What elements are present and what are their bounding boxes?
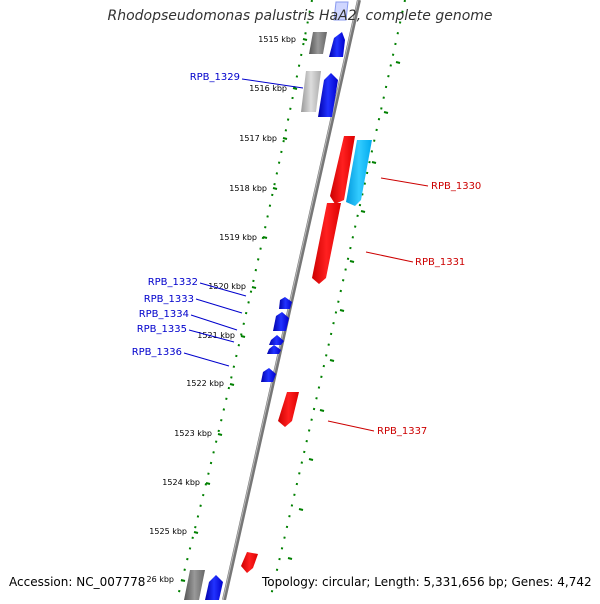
connector-rpb-1335 [188,329,235,343]
right-ring-ticks [287,61,401,560]
genome-backbone-highlight [222,0,359,601]
right-ruler-ring [269,0,406,601]
tick-label: 1520 kbp [208,282,246,291]
tick-label: 1525 kbp [149,527,187,536]
gene-blue-1515[interactable] [329,32,345,57]
gene-rpb-1329-gray[interactable] [301,71,321,112]
tick-label: 1521 kbp [197,331,235,340]
gene-labels: RPB_1329 RPB_1330 RPB_1331 RPB_1332 RPB_… [132,72,482,437]
genome-backbone [222,0,361,601]
gene-label-rpb-1330[interactable]: RPB_1330 [431,181,481,192]
connector-rpb-1337 [327,420,375,432]
gene-rpb-1330-red[interactable] [330,136,355,204]
tick-label: 1526 kbp [136,575,174,584]
gene-label-rpb-1336[interactable]: RPB_1336 [132,347,182,358]
gene-label-rpb-1331[interactable]: RPB_1331 [415,257,465,268]
plus-strand-genes [241,136,372,573]
gene-rpb-1333[interactable] [273,312,289,331]
map-title: Rhodopseudomonas palustris HaA2, complet… [107,8,493,24]
connector-rpb-1329 [241,78,304,89]
gene-rpb-1331[interactable] [312,203,341,284]
gene-label-rpb-1337[interactable]: RPB_1337 [377,426,427,437]
gene-label-rpb-1335[interactable]: RPB_1335 [137,324,187,335]
gene-label-rpb-1332[interactable]: RPB_1332 [148,277,198,288]
connector-rpb-1331 [365,251,414,263]
tick-label: 1518 kbp [229,184,267,193]
gene-label-rpb-1334[interactable]: RPB_1334 [139,309,189,320]
left-ring-ticks [180,38,308,582]
gene-rpb-1332[interactable] [279,297,292,309]
gene-red-1525[interactable] [241,552,258,573]
tick-label: 1517 kbp [239,134,277,143]
gene-rpb-1336[interactable] [261,368,276,382]
gene-label-rpb-1333[interactable]: RPB_1333 [144,294,194,305]
gene-rpb-1330[interactable] [346,140,372,206]
connector-rpb-1336 [183,352,230,367]
topology-label: Topology: circular; Length: 5,331,656 bp… [262,575,592,589]
gene-blue-1526[interactable] [205,575,223,600]
tick-label: 1523 kbp [174,429,212,438]
gene-rpb-1334[interactable] [269,335,284,345]
tick-label: 1515 kbp [258,35,296,44]
gene-gray-1515[interactable] [309,32,327,54]
tick-label: 1516 kbp [249,84,287,93]
connector-rpb-1330 [380,177,429,187]
tick-label: 1519 kbp [219,233,257,242]
accession-label: Accession: NC_007778 [9,575,148,589]
gene-rpb-1337[interactable] [278,392,299,427]
tick-label: 1524 kbp [162,478,200,487]
label-connectors [183,78,429,432]
gene-rpb-1335[interactable] [267,345,281,354]
connector-rpb-1332 [199,282,247,297]
gene-rna-top[interactable] [333,1,349,21]
tick-labels: 1515 kbp 1516 kbp 1517 kbp 1518 kbp 1519… [136,35,296,584]
tick-label: 1522 kbp [186,379,224,388]
connector-rpb-1334 [190,314,238,331]
minus-strand-genes [184,1,349,600]
gene-rpb-1329[interactable] [318,73,338,117]
gene-gray-1526[interactable] [184,570,205,600]
gene-label-rpb-1329[interactable]: RPB_1329 [190,72,240,83]
connector-rpb-1333 [195,298,243,314]
